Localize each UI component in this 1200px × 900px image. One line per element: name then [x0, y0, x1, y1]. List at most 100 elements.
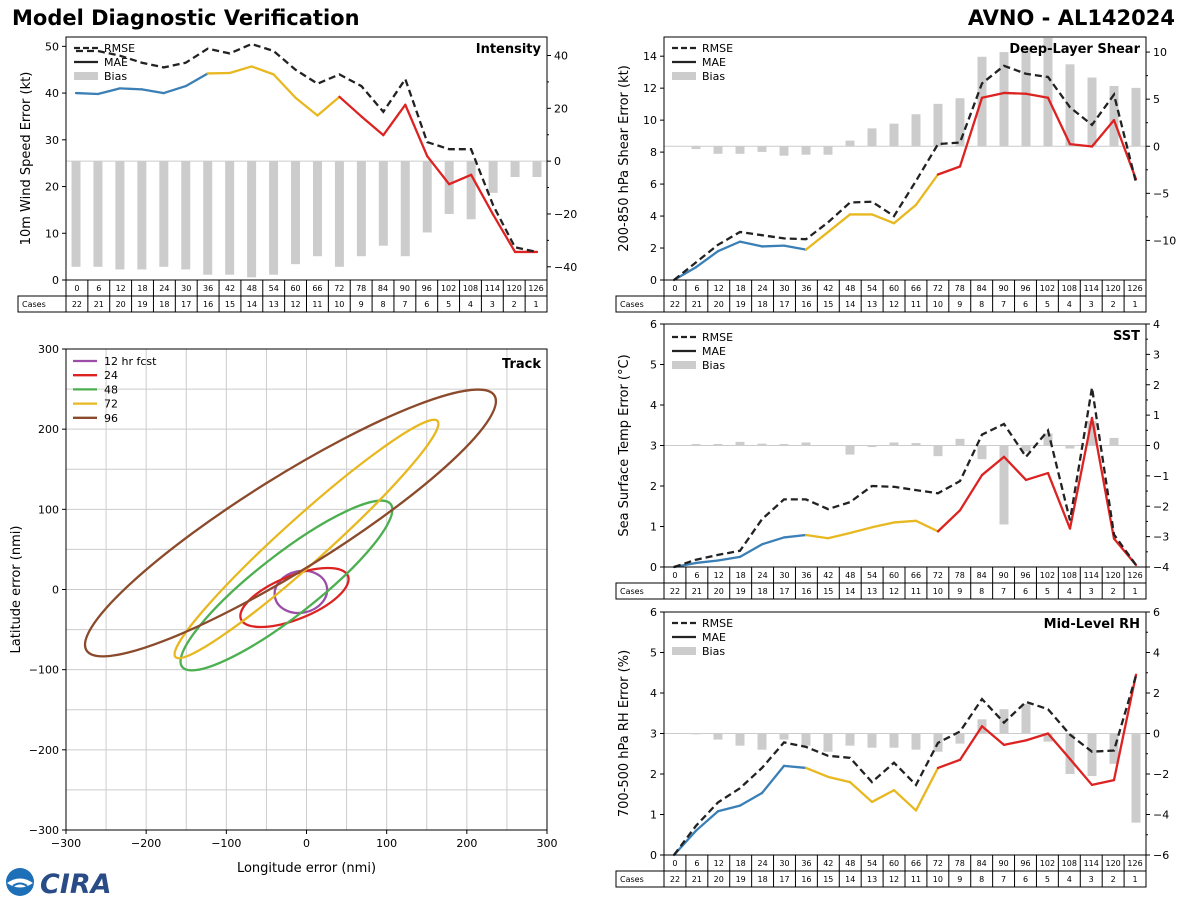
intensity-bias-bar	[115, 161, 125, 270]
sst-cases-value: 14	[845, 587, 855, 596]
track-ytick-label: −200	[29, 744, 59, 757]
track-title: Track	[502, 357, 541, 372]
rh-bias-bar	[1021, 704, 1031, 734]
intensity-title: Intensity	[476, 42, 542, 57]
intensity-mae-segment	[96, 87, 122, 96]
rh-lead-time-label: 54	[867, 859, 877, 868]
sst-y2tick-label: −3	[1153, 531, 1169, 544]
sst-y2tick-label: 0	[1153, 440, 1160, 453]
intensity-ytick-label: 50	[45, 40, 59, 53]
sst-mae-segment	[958, 473, 984, 512]
rh-cases-value: 17	[779, 875, 789, 884]
sst-cases-label: Cases	[620, 587, 644, 596]
intensity-cases-value: 8	[380, 300, 385, 309]
sst-bias-bar	[735, 441, 745, 446]
rh-mae-segment	[1046, 732, 1072, 761]
rh-mae-segment	[1090, 778, 1116, 787]
shear-title: Deep-Layer Shear	[1009, 42, 1140, 57]
intensity-legend-rmse-label: RMSE	[104, 42, 135, 55]
sst-bias-bar	[867, 445, 877, 448]
rh-mae-segment	[1024, 732, 1050, 742]
sst-cases-value: 21	[692, 587, 702, 596]
sst-cases-value: 1	[1132, 587, 1137, 596]
intensity-cases-label: Cases	[22, 300, 46, 309]
intensity-cases-value: 14	[247, 300, 257, 309]
intensity-cases-value: 7	[402, 300, 407, 309]
shear-lead-time-label: 102	[1040, 284, 1055, 293]
shear-bias-bar	[889, 123, 899, 147]
shear-bias-bar	[757, 146, 767, 152]
sst-bias-bar	[691, 443, 701, 446]
shear-ytick-label: 8	[650, 146, 657, 159]
rh-lead-time-label: 12	[714, 859, 724, 868]
sst-mae-segment	[870, 521, 896, 529]
intensity-ytick-label: 20	[45, 181, 59, 194]
sst-lead-time-label: 102	[1040, 571, 1055, 580]
intensity-lead-time-label: 114	[485, 284, 500, 293]
sst-mae-segment	[1024, 471, 1050, 482]
sst-lead-time-label: 84	[977, 571, 987, 580]
shear-mae-segment	[738, 240, 764, 248]
intensity-y2tick-label: −20	[554, 208, 577, 221]
rh-y2tick-label: 2	[1153, 687, 1160, 700]
sst-cases-value: 15	[823, 587, 833, 596]
rh-lead-time-label: 108	[1062, 859, 1077, 868]
intensity-y2tick-label: 40	[554, 49, 568, 62]
sst-bias-bar	[801, 442, 811, 446]
shear-bias-bar	[713, 146, 723, 154]
sst-legend-bias-label: Bias	[702, 359, 725, 372]
intensity-cases-value: 2	[512, 300, 517, 309]
sst-ylabel: Sea Surface Temp Error (°C)	[617, 354, 632, 536]
shear-cases-value: 14	[845, 300, 855, 309]
rh-mae-segment	[980, 725, 1006, 746]
rh-mae-segment	[716, 804, 742, 813]
shear-bias-bar	[911, 114, 921, 147]
rh-cases-value: 3	[1089, 875, 1094, 884]
shear-cases-value: 7	[1001, 300, 1006, 309]
shear-lead-time-label: 126	[1127, 284, 1142, 293]
sst-bias-bar	[999, 445, 1009, 525]
intensity-lead-time-label: 0	[74, 284, 79, 293]
rh-cases-value: 1	[1132, 875, 1137, 884]
shear-cases-value: 8	[979, 300, 984, 309]
rh-cases-value: 19	[736, 875, 746, 884]
sst-mae-segment	[848, 526, 874, 535]
shear-cases-value: 15	[823, 300, 833, 309]
rh-cases-value: 18	[757, 875, 767, 884]
intensity-cases-value: 3	[490, 300, 495, 309]
rh-mae-segment	[848, 780, 874, 804]
rh-bias-bar	[845, 733, 855, 746]
rh-legend-rmse-label: RMSE	[702, 617, 733, 630]
sst-mae-segment	[1068, 416, 1094, 530]
sst-rmse-line	[673, 387, 1137, 569]
sst-cases-value: 17	[779, 587, 789, 596]
rh-lead-time-label: 30	[779, 859, 789, 868]
intensity-y2tick-label: −40	[554, 261, 577, 274]
track-ellipse-12-hr-fcst	[273, 569, 329, 615]
intensity-mae-segment	[184, 72, 209, 88]
intensity-bias-bar	[203, 161, 213, 275]
shear-lead-time-label: 30	[779, 284, 789, 293]
sst-lead-time-label: 54	[867, 571, 877, 580]
sst-ytick-label: 4	[650, 399, 657, 412]
track-legend-label: 72	[104, 398, 118, 411]
intensity-ylabel: 10m Wind Speed Error (kt)	[19, 72, 34, 246]
shear-legend-bias-swatch	[672, 72, 696, 80]
shear-cases-value: 11	[911, 300, 921, 309]
rh-cases-value: 14	[845, 875, 855, 884]
intensity-lead-time-label: 66	[312, 284, 322, 293]
intensity-bias-bar	[334, 161, 344, 267]
rh-lead-time-label: 96	[1020, 859, 1030, 868]
rh-lead-time-label: 90	[998, 859, 1008, 868]
intensity-cases-value: 21	[94, 300, 104, 309]
sst-bias-bar	[1065, 445, 1075, 449]
intensity-bias-bar	[181, 161, 191, 270]
intensity-mae-segment	[382, 103, 407, 137]
sst-y2tick-label: 3	[1153, 348, 1160, 361]
shear-bias-bar	[691, 146, 701, 150]
intensity-mae-segment	[426, 155, 451, 186]
intensity-lead-time-label: 6	[96, 284, 101, 293]
shear-lead-time-label: 0	[672, 284, 677, 293]
shear-mae-segment	[760, 244, 786, 248]
